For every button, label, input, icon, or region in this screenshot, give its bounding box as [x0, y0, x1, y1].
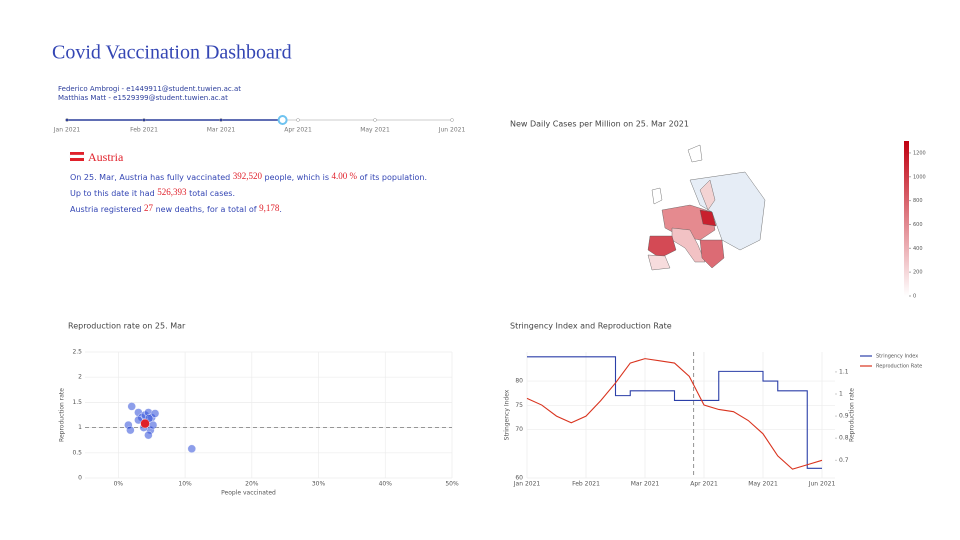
- x-tick-label: Feb 2021: [572, 481, 600, 488]
- y2-tick-label: 0.9: [839, 413, 849, 420]
- slider-dot: [142, 118, 146, 122]
- sentence: Up to this date it had 526,393 total cas…: [70, 187, 235, 197]
- slider-label: Jun 2021: [438, 127, 466, 134]
- highlight: 9,178: [259, 203, 280, 213]
- sentence-part: On 25. Mar, Austria has fully vaccinated: [70, 173, 233, 182]
- x-tick-label: May 2021: [748, 481, 778, 488]
- flag: [69, 152, 85, 161]
- x-tick-label: 20%: [245, 481, 259, 488]
- y-tick-label: 60: [515, 475, 523, 482]
- y2-tick-label: 0.8: [839, 435, 849, 442]
- point: [126, 425, 135, 435]
- colorbar-label: 0: [913, 294, 916, 300]
- y2-tick-label: 1.1: [839, 368, 849, 375]
- point: [150, 409, 160, 418]
- y-tick-label: 0.5: [72, 449, 82, 456]
- slider-dot: [373, 118, 377, 122]
- colorbar-label: 800: [913, 198, 923, 204]
- colorbar-label: 1000: [913, 174, 926, 180]
- map-title: New Daily Cases per Million on 25. Mar 2…: [510, 120, 689, 129]
- legend-label: Reproduction Rate: [876, 364, 922, 370]
- x-tick-label: 40%: [379, 481, 393, 488]
- colorbar-label: 200: [913, 270, 923, 276]
- x-axis-label: People vaccinated: [221, 490, 276, 497]
- y-tick-label: 70: [515, 426, 523, 433]
- x-tick-label: Jun 2021: [808, 481, 836, 488]
- y-tick-label: 1: [78, 424, 82, 431]
- x-tick-label: Jan 2021: [513, 481, 541, 488]
- chart-title: Stringency Index and Reproduction Rate: [510, 322, 672, 331]
- y-tick-label: 2.5: [72, 349, 82, 356]
- slider-label: Mar 2021: [207, 127, 236, 134]
- x-tick-label: 10%: [178, 481, 192, 488]
- colorbar: [904, 141, 909, 296]
- x-tick-label: 30%: [312, 481, 326, 488]
- y-tick-label: 1.5: [72, 399, 82, 406]
- sentence-part: of its population.: [357, 173, 427, 182]
- sentence-part: Austria registered: [70, 205, 144, 214]
- author: Federico Ambrogi - e1449911@student.tuwi…: [58, 85, 241, 93]
- highlight: 4.00 %: [332, 171, 358, 181]
- legend-label: Stringency Index: [876, 354, 918, 360]
- y-tick-label: 75: [515, 402, 523, 409]
- slider-label: Jan 2021: [53, 127, 81, 134]
- point: [144, 430, 153, 440]
- series-line: [527, 356, 822, 469]
- point: [127, 402, 136, 411]
- y2-tick-label: 1: [839, 391, 843, 398]
- author: Matthias Matt - e1529399@student.tuwien.…: [58, 94, 228, 102]
- slider-handle[interactable]: [277, 115, 288, 125]
- x-tick-label: 0%: [114, 481, 124, 488]
- highlight: 27: [144, 203, 154, 213]
- y-axis-label: Reproduction rate: [59, 388, 66, 442]
- slider-dot: [450, 118, 454, 122]
- x-tick-label: Apr 2021: [690, 481, 718, 488]
- chart-title: Reproduction rate on 25. Mar: [68, 322, 186, 331]
- highlight: 526,393: [157, 187, 187, 197]
- point: [140, 418, 150, 429]
- slider-dot: [219, 118, 223, 122]
- series-line: [526, 358, 823, 470]
- colorbar-label: 400: [913, 246, 923, 252]
- country-name: Austria: [88, 150, 124, 164]
- y-tick-label: 80: [515, 378, 523, 385]
- x-tick-label: Mar 2021: [631, 481, 660, 488]
- colorbar-label: 600: [913, 222, 923, 228]
- page-title: Covid Vaccination Dashboard: [52, 42, 292, 64]
- y2-axis-label: Reproduction rate: [849, 388, 856, 442]
- slider-label: Feb 2021: [130, 127, 158, 134]
- colorbar-label: 1200: [913, 150, 926, 156]
- sentence: Austria registered 27 new deaths, for a …: [70, 203, 282, 213]
- slider-dot: [296, 118, 300, 122]
- europe-map: [647, 144, 766, 271]
- sentence-part: Up to this date it had: [70, 189, 157, 198]
- point: [187, 444, 196, 453]
- y-tick-label: 2: [78, 374, 82, 381]
- sentence-part: new deaths, for a total of: [153, 205, 259, 214]
- sentence-part: total cases.: [187, 189, 235, 198]
- slider-label: Apr 2021: [284, 127, 312, 134]
- y-axis-label: Stringency Index: [504, 389, 511, 440]
- sentence-part: .: [279, 205, 282, 214]
- x-tick-label: 50%: [445, 481, 459, 488]
- y-tick-label: 0: [78, 475, 82, 482]
- highlight: 392,520: [233, 171, 263, 181]
- sentence: On 25. Mar, Austria has fully vaccinated…: [70, 171, 427, 181]
- y2-tick-label: 0.7: [839, 457, 849, 464]
- sentence-part: people, which is: [262, 173, 332, 182]
- slider-label: May 2021: [360, 127, 390, 134]
- slider-dot: [65, 118, 69, 122]
